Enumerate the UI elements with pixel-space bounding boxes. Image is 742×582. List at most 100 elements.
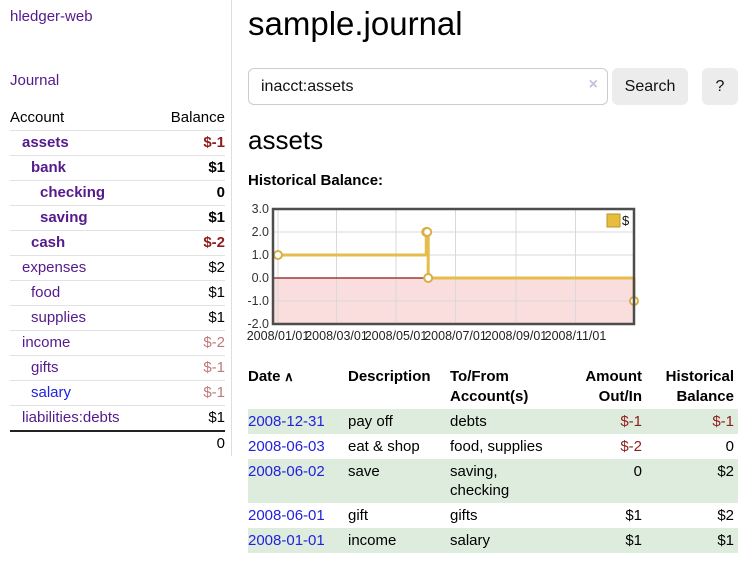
search-form: × Search ?: [248, 68, 740, 105]
transaction-balance-cell: $1: [717, 532, 734, 549]
account-balance: $-1: [153, 130, 225, 156]
main-content: sample.journal × Search ? assets Histori…: [247, 0, 740, 553]
account-row: gifts $-1: [10, 355, 225, 381]
balance-column-header: Balance: [170, 109, 225, 126]
search-input-wrap: ×: [248, 68, 608, 105]
data-point-marker: [422, 227, 433, 237]
account-link-bank[interactable]: bank: [31, 159, 67, 176]
page-title: sample.journal: [248, 5, 463, 42]
column-header-description[interactable]: Description: [348, 365, 450, 409]
column-header-amount-out-in[interactable]: Amount Out/In: [556, 365, 642, 409]
account-link-income[interactable]: income: [22, 334, 71, 351]
transaction-date-link[interactable]: 2008-06-03: [248, 438, 325, 455]
svg-text:-1.0: -1.0: [247, 294, 269, 308]
transaction-description-cell: eat & shop: [348, 438, 420, 455]
account-balance: 0: [153, 180, 225, 206]
transaction-row: 2008-12-31 pay off debts $-1 $-1: [248, 409, 738, 434]
accounts-table: Account Balance assets $-1 bank $1 checking 0…: [10, 106, 225, 456]
plot-border: [271, 207, 636, 326]
historical-balance-chart: 2008/01/01 2008/03/01 2008/05/01 2008/07/01…: [247, 202, 648, 346]
account-link-saving[interactable]: saving: [40, 209, 88, 226]
transaction-amount-cell: $1: [625, 507, 642, 524]
chart-section-label: Historical Balance:: [248, 172, 384, 189]
transaction-amount-cell: 0: [633, 463, 642, 480]
account-row: salary $-1: [10, 380, 225, 406]
transaction-balance-cell: 0: [725, 438, 734, 455]
transaction-date-link[interactable]: 2008-06-01: [248, 507, 325, 524]
account-link-food[interactable]: food: [31, 284, 61, 301]
svg-text:-2.0: -2.0: [247, 317, 269, 331]
account-balance: $-2: [153, 230, 225, 256]
svg-text:2008/09/01: 2008/09/01: [485, 329, 548, 343]
sidebar-item-journal[interactable]: Journal: [10, 72, 60, 89]
account-balance: $1: [153, 155, 225, 181]
account-title: assets: [248, 125, 324, 155]
column-header-label: To/From Account(s): [450, 368, 529, 405]
account-row: saving $1: [10, 205, 225, 231]
column-header-label: Date: [248, 368, 281, 385]
svg-text:3.0: 3.0: [252, 202, 269, 216]
account-link-checking[interactable]: checking: [40, 184, 106, 201]
transaction-row: 2008-06-01 gift gifts $1 $2: [248, 503, 738, 528]
svg-text:0.0: 0.0: [252, 271, 269, 285]
account-link-expenses[interactable]: expenses: [22, 259, 87, 276]
account-balance: $-1: [153, 355, 225, 381]
transaction-row: 2008-01-01 income salary $1 $1: [248, 528, 738, 553]
search-input[interactable]: [248, 68, 608, 105]
account-row: assets $-1: [10, 130, 225, 156]
svg-text:2008/07/01: 2008/07/01: [424, 329, 487, 343]
search-button[interactable]: Search: [612, 68, 688, 105]
transaction-date-link[interactable]: 2008-06-02: [248, 463, 325, 480]
account-row: cash $-2: [10, 230, 225, 256]
account-row: income $-2: [10, 330, 225, 356]
clear-search-icon[interactable]: ×: [588, 76, 598, 93]
transaction-date-link[interactable]: 2008-12-31: [248, 413, 325, 430]
column-header-to-from-account-s-[interactable]: To/From Account(s): [450, 365, 556, 409]
account-row: bank $1: [10, 155, 225, 181]
svg-text:2008/01/01: 2008/01/01: [247, 329, 310, 343]
transaction-description-cell: gift: [348, 507, 369, 524]
transaction-date-cell: 2008-01-01: [248, 528, 348, 553]
transaction-accounts-cell: debts: [450, 413, 487, 430]
accounts-table-header-row: Account Balance: [10, 106, 225, 131]
transaction-accounts-cell: gifts: [450, 507, 478, 524]
account-balance: $1: [153, 405, 225, 431]
sidebar: hledger-web Journal Account Balance asse…: [0, 0, 232, 456]
account-link-assets[interactable]: assets: [22, 134, 69, 151]
account-row: expenses $2: [10, 255, 225, 281]
help-button[interactable]: ?: [702, 68, 738, 105]
transaction-balance-cell: $2: [717, 507, 734, 524]
column-header-historical-balance[interactable]: Historical Balance: [642, 365, 738, 409]
transaction-description-cell: pay off: [348, 413, 393, 430]
account-link-liabilities-debts[interactable]: liabilities:debts: [22, 409, 120, 426]
accounts-total-row: 0: [10, 430, 225, 456]
transaction-accounts-cell: saving, checking: [450, 463, 510, 499]
account-link-gifts[interactable]: gifts: [31, 359, 59, 376]
transaction-date-link[interactable]: 2008-01-01: [248, 532, 325, 549]
account-balance: $1: [153, 305, 225, 331]
account-link-cash[interactable]: cash: [31, 234, 66, 251]
account-balance: $2: [153, 255, 225, 281]
account-balance: $-2: [153, 330, 225, 356]
transaction-accounts-cell: food, supplies: [450, 438, 543, 455]
svg-text:2.0: 2.0: [252, 225, 269, 239]
legend-label: $: [622, 213, 630, 228]
transaction-balance-cell: $2: [717, 463, 734, 480]
column-header-date[interactable]: Date ∧: [248, 365, 348, 409]
account-row: checking 0: [10, 180, 225, 206]
transaction-date-cell: 2008-12-31: [248, 409, 348, 434]
account-column-header: Account: [10, 109, 65, 126]
transaction-amount-cell: $1: [625, 532, 642, 549]
accounts-total-value: 0: [153, 430, 225, 456]
account-link-supplies[interactable]: supplies: [31, 309, 87, 326]
account-link-salary[interactable]: salary: [31, 384, 72, 401]
account-balance: $1: [153, 280, 225, 306]
column-header-label: Amount Out/In: [585, 368, 642, 405]
data-point-marker: [423, 273, 434, 283]
transaction-accounts-cell: salary: [450, 532, 491, 549]
account-balance: $-1: [153, 380, 225, 406]
column-header-label: Description: [348, 368, 431, 385]
account-balance: $1: [153, 205, 225, 231]
app-brand-link[interactable]: hledger-web: [10, 8, 93, 25]
transaction-row: 2008-06-02 save saving, checking 0 $2: [248, 459, 738, 503]
